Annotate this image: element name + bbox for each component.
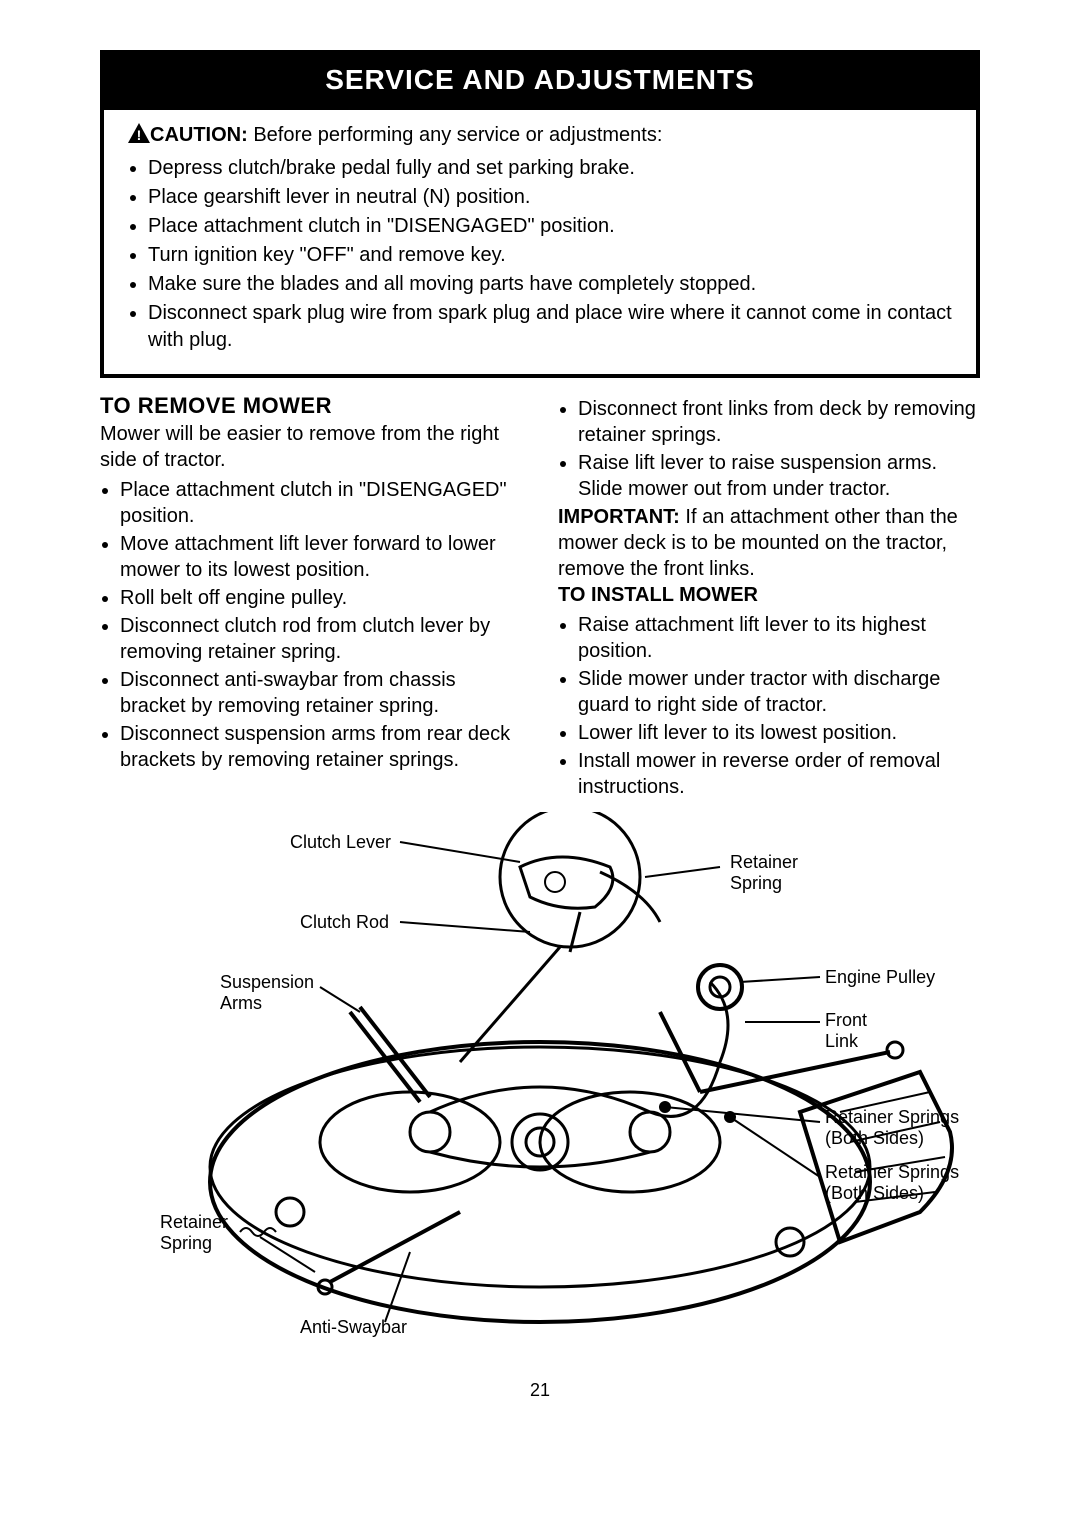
- list-item: Disconnect anti-swaybar from chassis bra…: [120, 667, 522, 719]
- install-mower-list: Raise attachment lift lever to its highe…: [578, 612, 980, 800]
- page-number: 21: [100, 1380, 980, 1401]
- important-note: IMPORTANT: If an attachment other than t…: [558, 504, 980, 582]
- install-mower-title: TO INSTALL MOWER: [558, 582, 980, 608]
- label-retainer-springs-2: Retainer Springs (Both Sides): [825, 1162, 959, 1203]
- list-item: Move attachment lift lever forward to lo…: [120, 531, 522, 583]
- caution-box: ! CAUTION: Before performing any service…: [100, 110, 980, 378]
- remove-mower-list: Place attachment clutch in "DISENGAGED" …: [120, 477, 522, 773]
- right-column: Disconnect front links from deck by remo…: [540, 392, 980, 802]
- caution-item: Disconnect spark plug wire from spark pl…: [148, 300, 952, 354]
- section-header: SERVICE AND ADJUSTMENTS: [100, 50, 980, 110]
- manual-page: SERVICE AND ADJUSTMENTS ! CAUTION: Befor…: [0, 0, 1080, 1526]
- remove-mower-intro: Mower will be easier to remove from the …: [100, 421, 522, 473]
- mower-diagram: Clutch Lever Clutch Rod Retainer Spring …: [100, 812, 980, 1372]
- caution-label: CAUTION:: [150, 124, 248, 146]
- label-retainer-spring-top: Retainer Spring: [730, 852, 798, 893]
- label-retainer-springs-1: Retainer Springs (Both Sides): [825, 1107, 959, 1148]
- label-retainer-spring-bl: Retainer Spring: [160, 1212, 228, 1253]
- list-item: Place attachment clutch in "DISENGAGED" …: [120, 477, 522, 529]
- list-item: Disconnect front links from deck by remo…: [578, 396, 980, 448]
- label-clutch-lever: Clutch Lever: [290, 832, 391, 853]
- list-item: Raise lift lever to raise suspension arm…: [578, 450, 980, 502]
- label-front-link: Front Link: [825, 1010, 867, 1051]
- caution-item: Depress clutch/brake pedal fully and set…: [148, 155, 952, 182]
- remove-mower-cont-list: Disconnect front links from deck by remo…: [578, 396, 980, 502]
- mower-diagram-svg: [100, 812, 980, 1372]
- caution-item: Turn ignition key "OFF" and remove key.: [148, 242, 952, 269]
- label-anti-swaybar: Anti-Swaybar: [300, 1317, 407, 1338]
- remove-mower-title: TO REMOVE MOWER: [100, 392, 522, 421]
- label-clutch-rod: Clutch Rod: [300, 912, 389, 933]
- warning-triangle-icon: !: [128, 123, 150, 151]
- list-item: Roll belt off engine pulley.: [120, 585, 522, 611]
- caution-item: Place attachment clutch in "DISENGAGED" …: [148, 213, 952, 240]
- left-column: TO REMOVE MOWER Mower will be easier to …: [100, 392, 540, 802]
- list-item: Slide mower under tractor with discharge…: [578, 666, 980, 718]
- label-engine-pulley: Engine Pulley: [825, 967, 935, 988]
- caution-lead: Before performing any service or adjustm…: [253, 124, 662, 146]
- caution-list: Depress clutch/brake pedal fully and set…: [148, 155, 952, 354]
- svg-text:!: !: [137, 127, 142, 143]
- list-item: Lower lift lever to its lowest position.: [578, 720, 980, 746]
- list-item: Install mower in reverse order of remova…: [578, 748, 980, 800]
- caution-item: Place gearshift lever in neutral (N) pos…: [148, 184, 952, 211]
- body-columns: TO REMOVE MOWER Mower will be easier to …: [100, 392, 980, 802]
- caution-item: Make sure the blades and all moving part…: [148, 271, 952, 298]
- list-item: Disconnect suspension arms from rear dec…: [120, 721, 522, 773]
- list-item: Raise attachment lift lever to its highe…: [578, 612, 980, 664]
- label-suspension-arms: Suspension Arms: [220, 972, 314, 1013]
- list-item: Disconnect clutch rod from clutch lever …: [120, 613, 522, 665]
- important-label: IMPORTANT:: [558, 506, 680, 528]
